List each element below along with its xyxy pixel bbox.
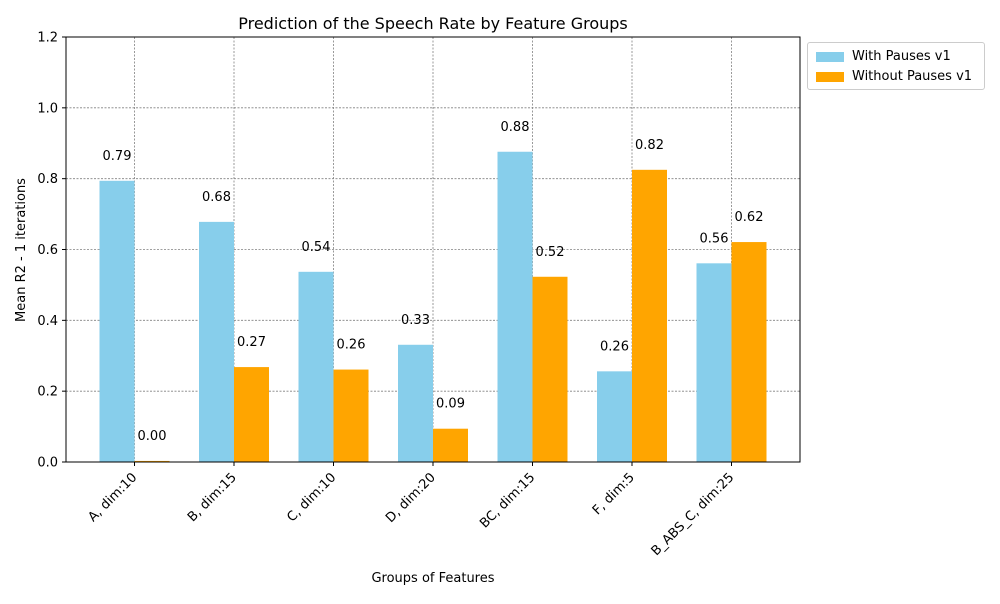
x-axis-label: Groups of Features — [371, 571, 494, 586]
bar-without-pauses — [134, 460, 170, 462]
bar-without-pauses — [433, 428, 468, 462]
legend-label-with-pauses: With Pauses v1 — [852, 49, 951, 64]
legend-label-without-pauses: Without Pauses v1 — [852, 69, 973, 84]
bar-value-label: 0.68 — [202, 190, 231, 205]
bar-value-label: 0.26 — [600, 339, 629, 354]
bar-value-label: 0.54 — [302, 240, 331, 255]
bar-value-label: 0.00 — [138, 429, 167, 444]
bar-value-label: 0.27 — [237, 335, 266, 350]
bar-value-label: 0.79 — [103, 149, 132, 164]
bar-with-pauses — [199, 221, 234, 462]
bar-value-label: 0.26 — [337, 338, 366, 353]
x-tick-label: B, dim:15 — [185, 470, 240, 525]
bar-without-pauses — [333, 369, 369, 462]
axes: 0.0 0.2 0.4 0.6 0.8 1.0 1.2 A, dim:10 B, dim:15 C… — [37, 31, 801, 559]
bars — [99, 151, 767, 462]
x-tick-label: B_ABS_C, dim:25 — [649, 470, 738, 559]
bar-with-pauses — [298, 271, 334, 462]
chart-title: Prediction of the Speech Rate by Feature… — [238, 14, 628, 33]
y-tick-label: 0.4 — [37, 314, 58, 329]
x-tick-label: A, dim:10 — [85, 470, 140, 525]
bar-value-label: 0.88 — [501, 120, 530, 135]
bar-with-pauses — [398, 344, 433, 462]
x-tick-label: D, dim:20 — [383, 470, 439, 526]
bar-value-labels: 0.79 0.68 0.54 0.33 0.88 0.26 0.56 0.00 0.27 0.26… — [103, 120, 764, 444]
y-axis-label: Mean R2 - 1 iterations — [14, 178, 29, 322]
y-tick-label: 1.2 — [37, 31, 58, 46]
y-tick-label: 1.0 — [37, 101, 58, 116]
legend-item-without-pauses: Without Pauses v1 — [816, 69, 972, 84]
bar-value-label: 0.09 — [436, 397, 465, 412]
legend: With Pauses v1 Without Pauses v1 — [807, 42, 985, 90]
bar-value-label: 0.62 — [735, 210, 764, 225]
bar-with-pauses — [99, 180, 135, 462]
legend-swatch-without-pauses — [816, 71, 844, 82]
bar-without-pauses — [532, 276, 568, 462]
bar-with-pauses — [497, 151, 533, 462]
bar-without-pauses — [234, 367, 269, 462]
bar-with-pauses — [696, 263, 732, 462]
bar-value-label: 0.52 — [536, 245, 565, 260]
x-tick-label: BC, dim:15 — [477, 470, 538, 531]
x-tick-label: F, dim:5 — [590, 470, 638, 518]
y-tick-label: 0.0 — [37, 456, 58, 471]
bar-value-label: 0.33 — [401, 313, 430, 328]
legend-item-with-pauses: With Pauses v1 — [816, 49, 951, 64]
bar-value-label: 0.82 — [635, 138, 664, 153]
legend-swatch-with-pauses — [816, 51, 844, 62]
y-tick-label: 0.6 — [37, 243, 58, 258]
bar-without-pauses — [632, 169, 667, 462]
bar-value-label: 0.56 — [700, 231, 729, 246]
y-tick-label: 0.2 — [37, 385, 58, 400]
bar-with-pauses — [597, 371, 632, 462]
bar-without-pauses — [731, 242, 767, 462]
x-tick-label: C, dim:10 — [284, 470, 339, 525]
y-tick-label: 0.8 — [37, 172, 58, 187]
